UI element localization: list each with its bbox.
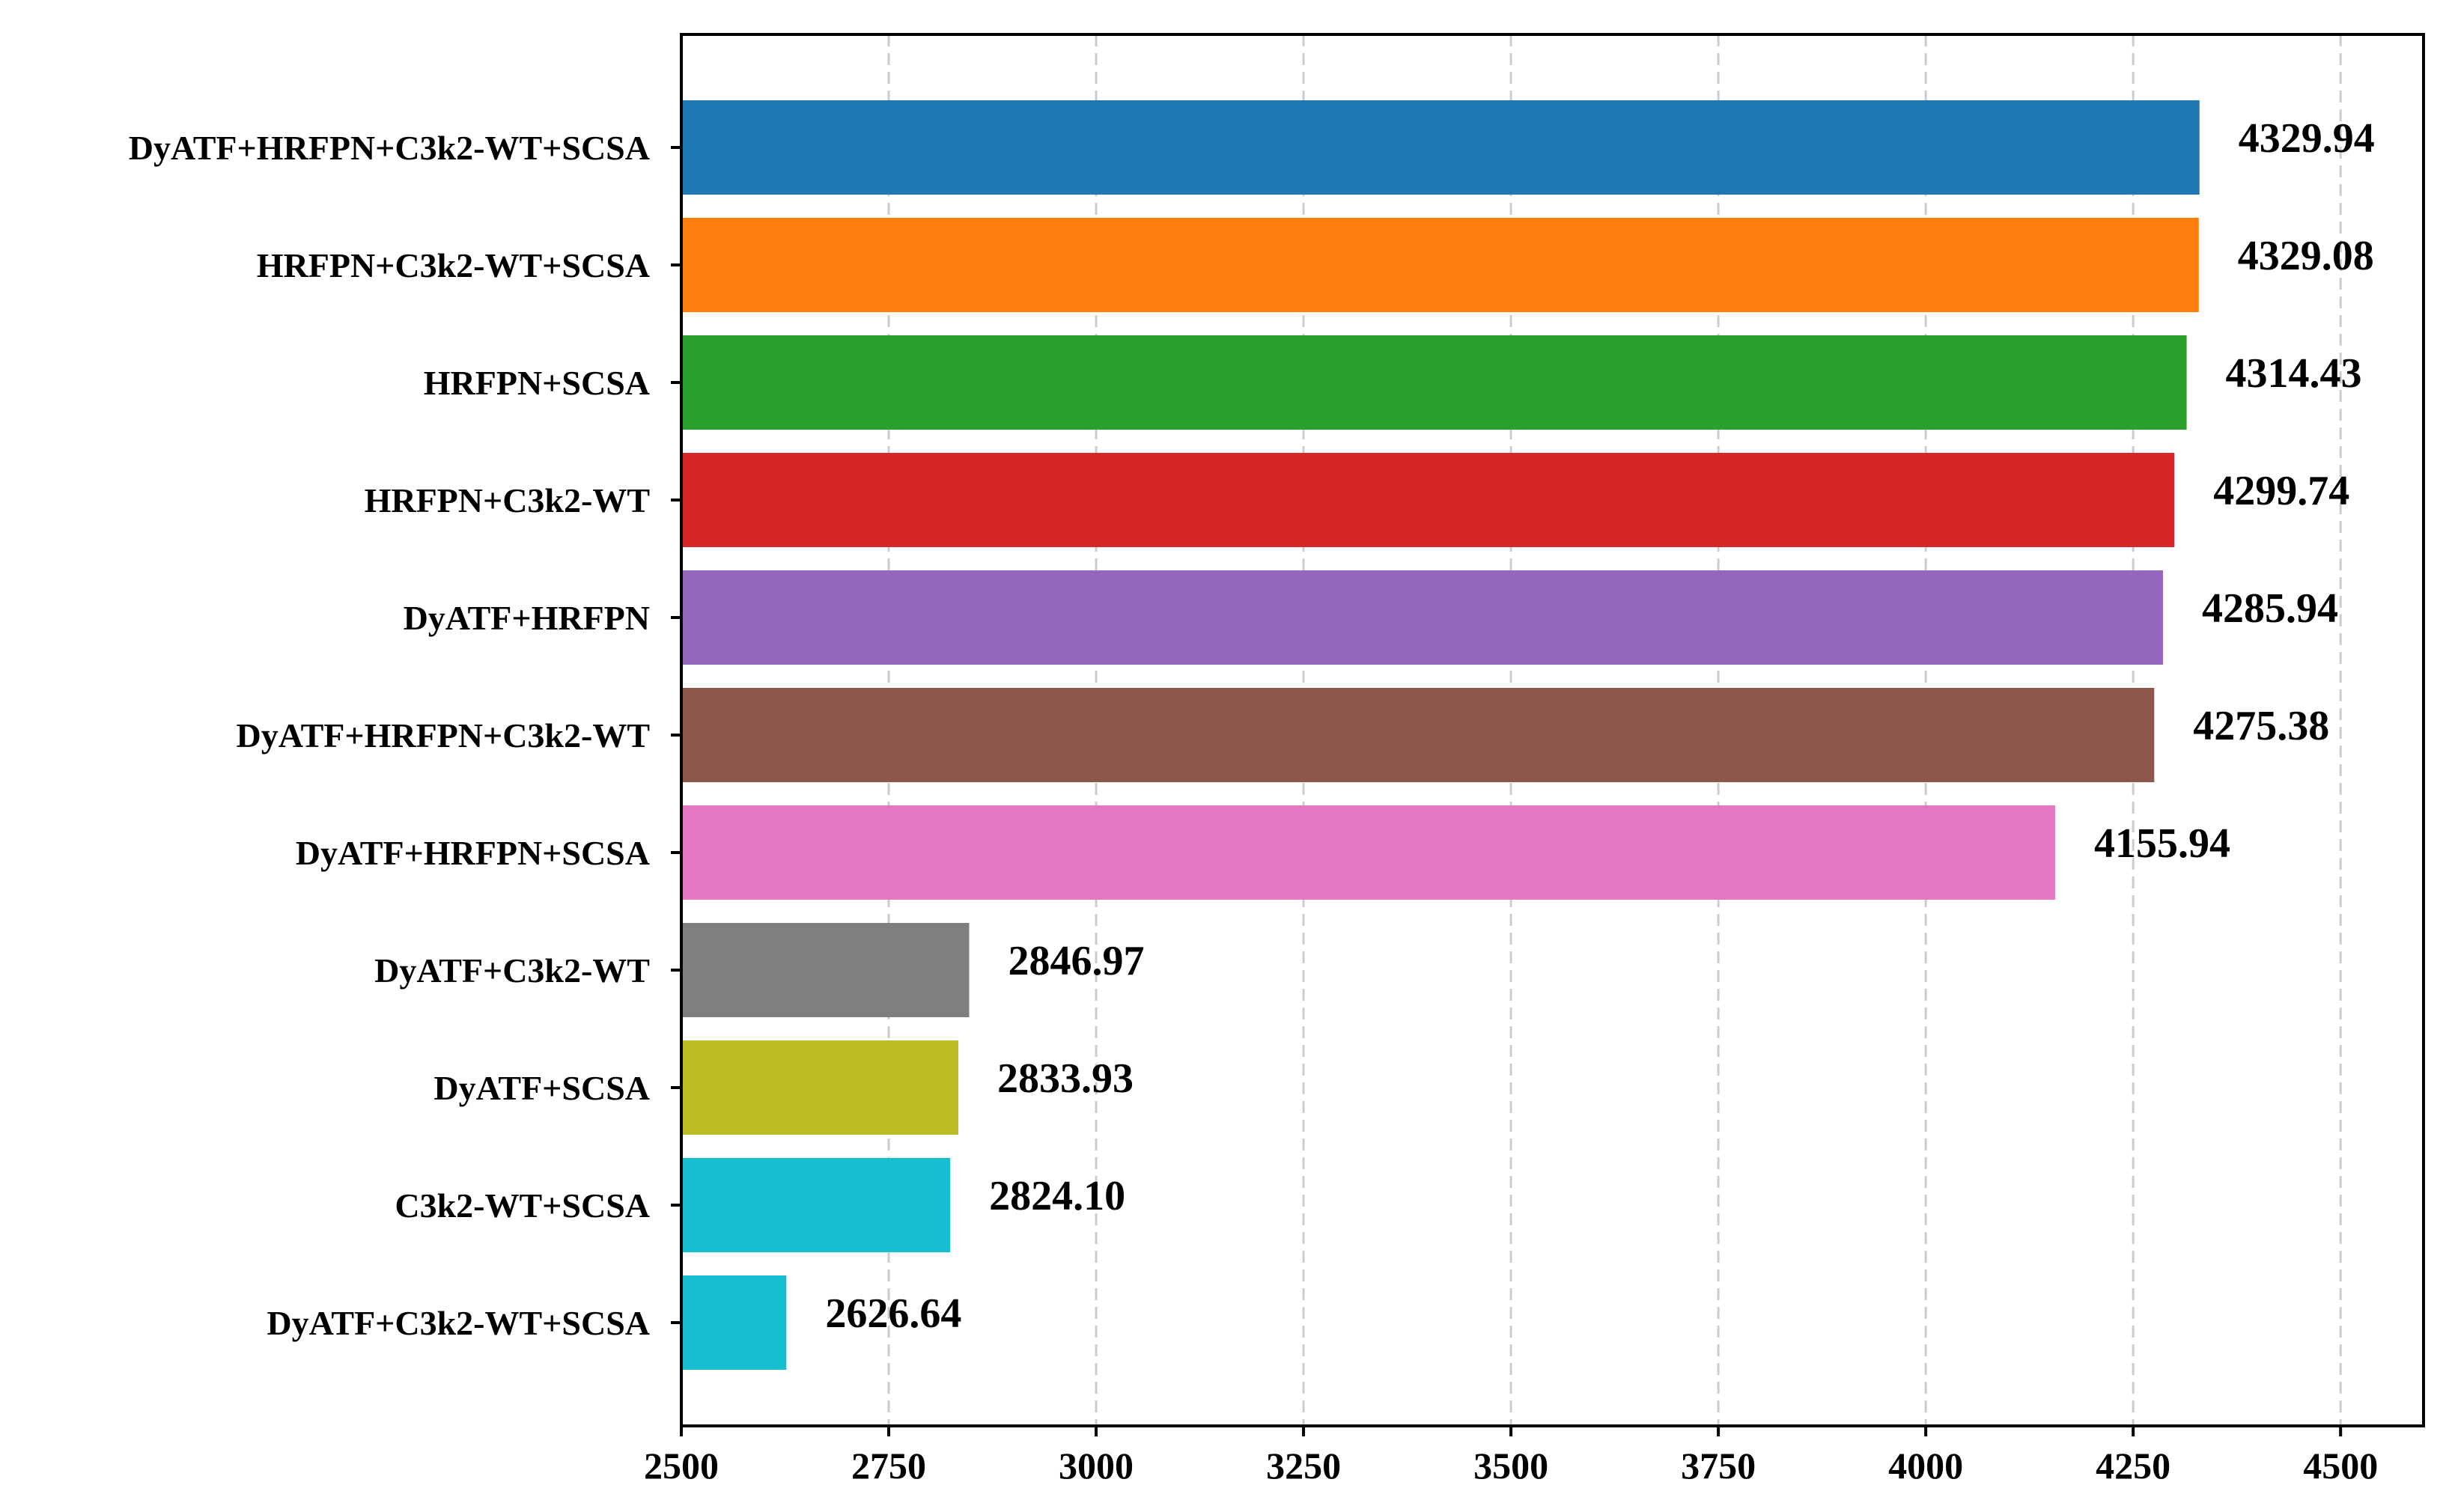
bar <box>681 218 2199 312</box>
data-label: 2626.64 <box>825 1290 961 1337</box>
bars <box>681 100 2200 1370</box>
plot-frame <box>680 33 2425 1427</box>
category-label: DyATF+C3k2-WT+SCSA <box>267 1304 650 1342</box>
bar <box>681 923 970 1017</box>
bar <box>681 1275 787 1370</box>
x-axis-ticks: 2500 2750 3000 3250 3500 3750 4000 4250 4500 <box>644 1426 2378 1487</box>
category-labels: DyATF+HRFPN+C3k2-WT+SCSA HRFPN+C3k2-WT+SC… <box>129 129 681 1342</box>
category-label: DyATF+HRFPN+C3k2-WT <box>237 716 650 755</box>
category-label: DyATF+SCSA <box>433 1069 650 1107</box>
data-label: 4275.38 <box>2193 703 2329 749</box>
x-tick-label: 3750 <box>1681 1445 1756 1487</box>
bar <box>681 100 2200 195</box>
bar <box>681 688 2155 782</box>
data-label: 2824.10 <box>989 1173 1125 1219</box>
x-tick-label: 3000 <box>1059 1445 1134 1487</box>
data-label: 4155.94 <box>2094 820 2230 867</box>
data-label: 2846.97 <box>1008 938 1144 984</box>
data-label: 4329.08 <box>2238 233 2374 279</box>
x-tick-label: 4500 <box>2303 1445 2378 1487</box>
bar <box>681 1158 951 1252</box>
category-label: HRFPN+C3k2-WT <box>365 481 650 519</box>
bar <box>681 805 2055 900</box>
bar <box>681 453 2175 547</box>
data-label: 4329.94 <box>2239 115 2375 162</box>
data-label: 4299.74 <box>2213 468 2349 514</box>
data-label: 4314.43 <box>2226 350 2362 397</box>
bar <box>681 335 2187 430</box>
category-label: DyATF+HRFPN+C3k2-WT+SCSA <box>129 129 650 167</box>
x-tick-label: 2500 <box>644 1445 719 1487</box>
category-label: DyATF+HRFPN <box>404 599 650 637</box>
x-tick-label: 3250 <box>1266 1445 1341 1487</box>
x-tick-label: 3500 <box>1473 1445 1548 1487</box>
category-label: C3k2-WT+SCSA <box>395 1186 650 1225</box>
x-tick-label: 4250 <box>2096 1445 2170 1487</box>
x-tick-label: 4000 <box>1888 1445 1963 1487</box>
data-label: 4285.94 <box>2202 585 2338 632</box>
value-labels: 4329.94 4329.08 4314.43 4299.74 4285.94 4275.… <box>825 115 2374 1337</box>
category-label: HRFPN+SCSA <box>424 364 650 402</box>
category-label: DyATF+HRFPN+SCSA <box>296 834 650 872</box>
category-label: DyATF+C3k2-WT <box>374 951 650 990</box>
bar <box>681 1040 959 1135</box>
x-tick-label: 2750 <box>851 1445 926 1487</box>
category-label: HRFPN+C3k2-WT+SCSA <box>257 246 650 284</box>
bar <box>681 570 2163 665</box>
data-label: 2833.93 <box>997 1055 1134 1102</box>
